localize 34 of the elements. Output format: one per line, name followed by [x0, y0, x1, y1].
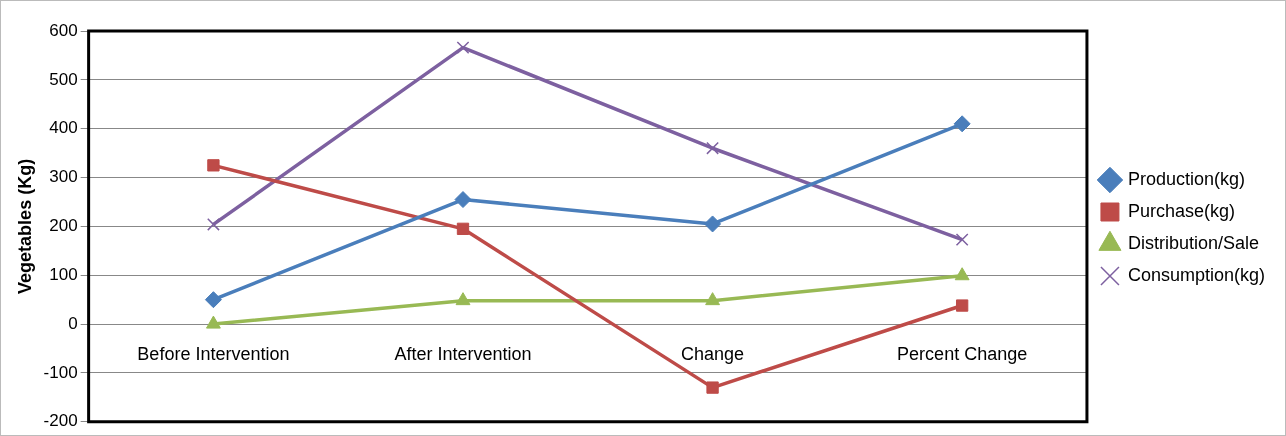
point: [455, 292, 471, 306]
point: [706, 381, 719, 394]
y-tick-label: -100: [43, 362, 78, 382]
point: [705, 292, 720, 306]
x-tick-label: Before Intervention: [137, 343, 290, 364]
y-tick-label: 300: [49, 167, 78, 187]
y-tick-label: 200: [49, 216, 78, 236]
point: [454, 191, 472, 209]
y-tick-label: 600: [49, 20, 78, 40]
point: [456, 222, 470, 235]
y-tick-label: 500: [49, 69, 78, 89]
point: [207, 218, 220, 231]
point: [205, 315, 221, 329]
x-tick-label: Percent Change: [897, 343, 1028, 364]
point: [456, 41, 470, 55]
y-tick-label: 0: [68, 313, 78, 333]
point: [956, 299, 969, 312]
legend-label: Consumption(kg): [1127, 264, 1266, 285]
y-tick-label: 100: [49, 264, 78, 284]
legend-label: Distribution/Sale: [1127, 232, 1260, 253]
legend-label: Production(kg): [1127, 168, 1246, 189]
y-axis-title: Vegetables (Kg): [14, 158, 35, 294]
x-tick-label: After Intervention: [394, 343, 532, 364]
point: [704, 215, 722, 233]
point: [204, 291, 222, 309]
point: [955, 233, 969, 246]
y-tick-label: 400: [49, 118, 78, 138]
point: [706, 141, 719, 155]
x-tick-label: Change: [681, 343, 745, 364]
point: [954, 267, 970, 281]
legend-label: Purchase(kg): [1127, 200, 1235, 221]
y-tick-label: -200: [43, 411, 78, 431]
point: [953, 115, 971, 133]
point: [207, 159, 220, 172]
